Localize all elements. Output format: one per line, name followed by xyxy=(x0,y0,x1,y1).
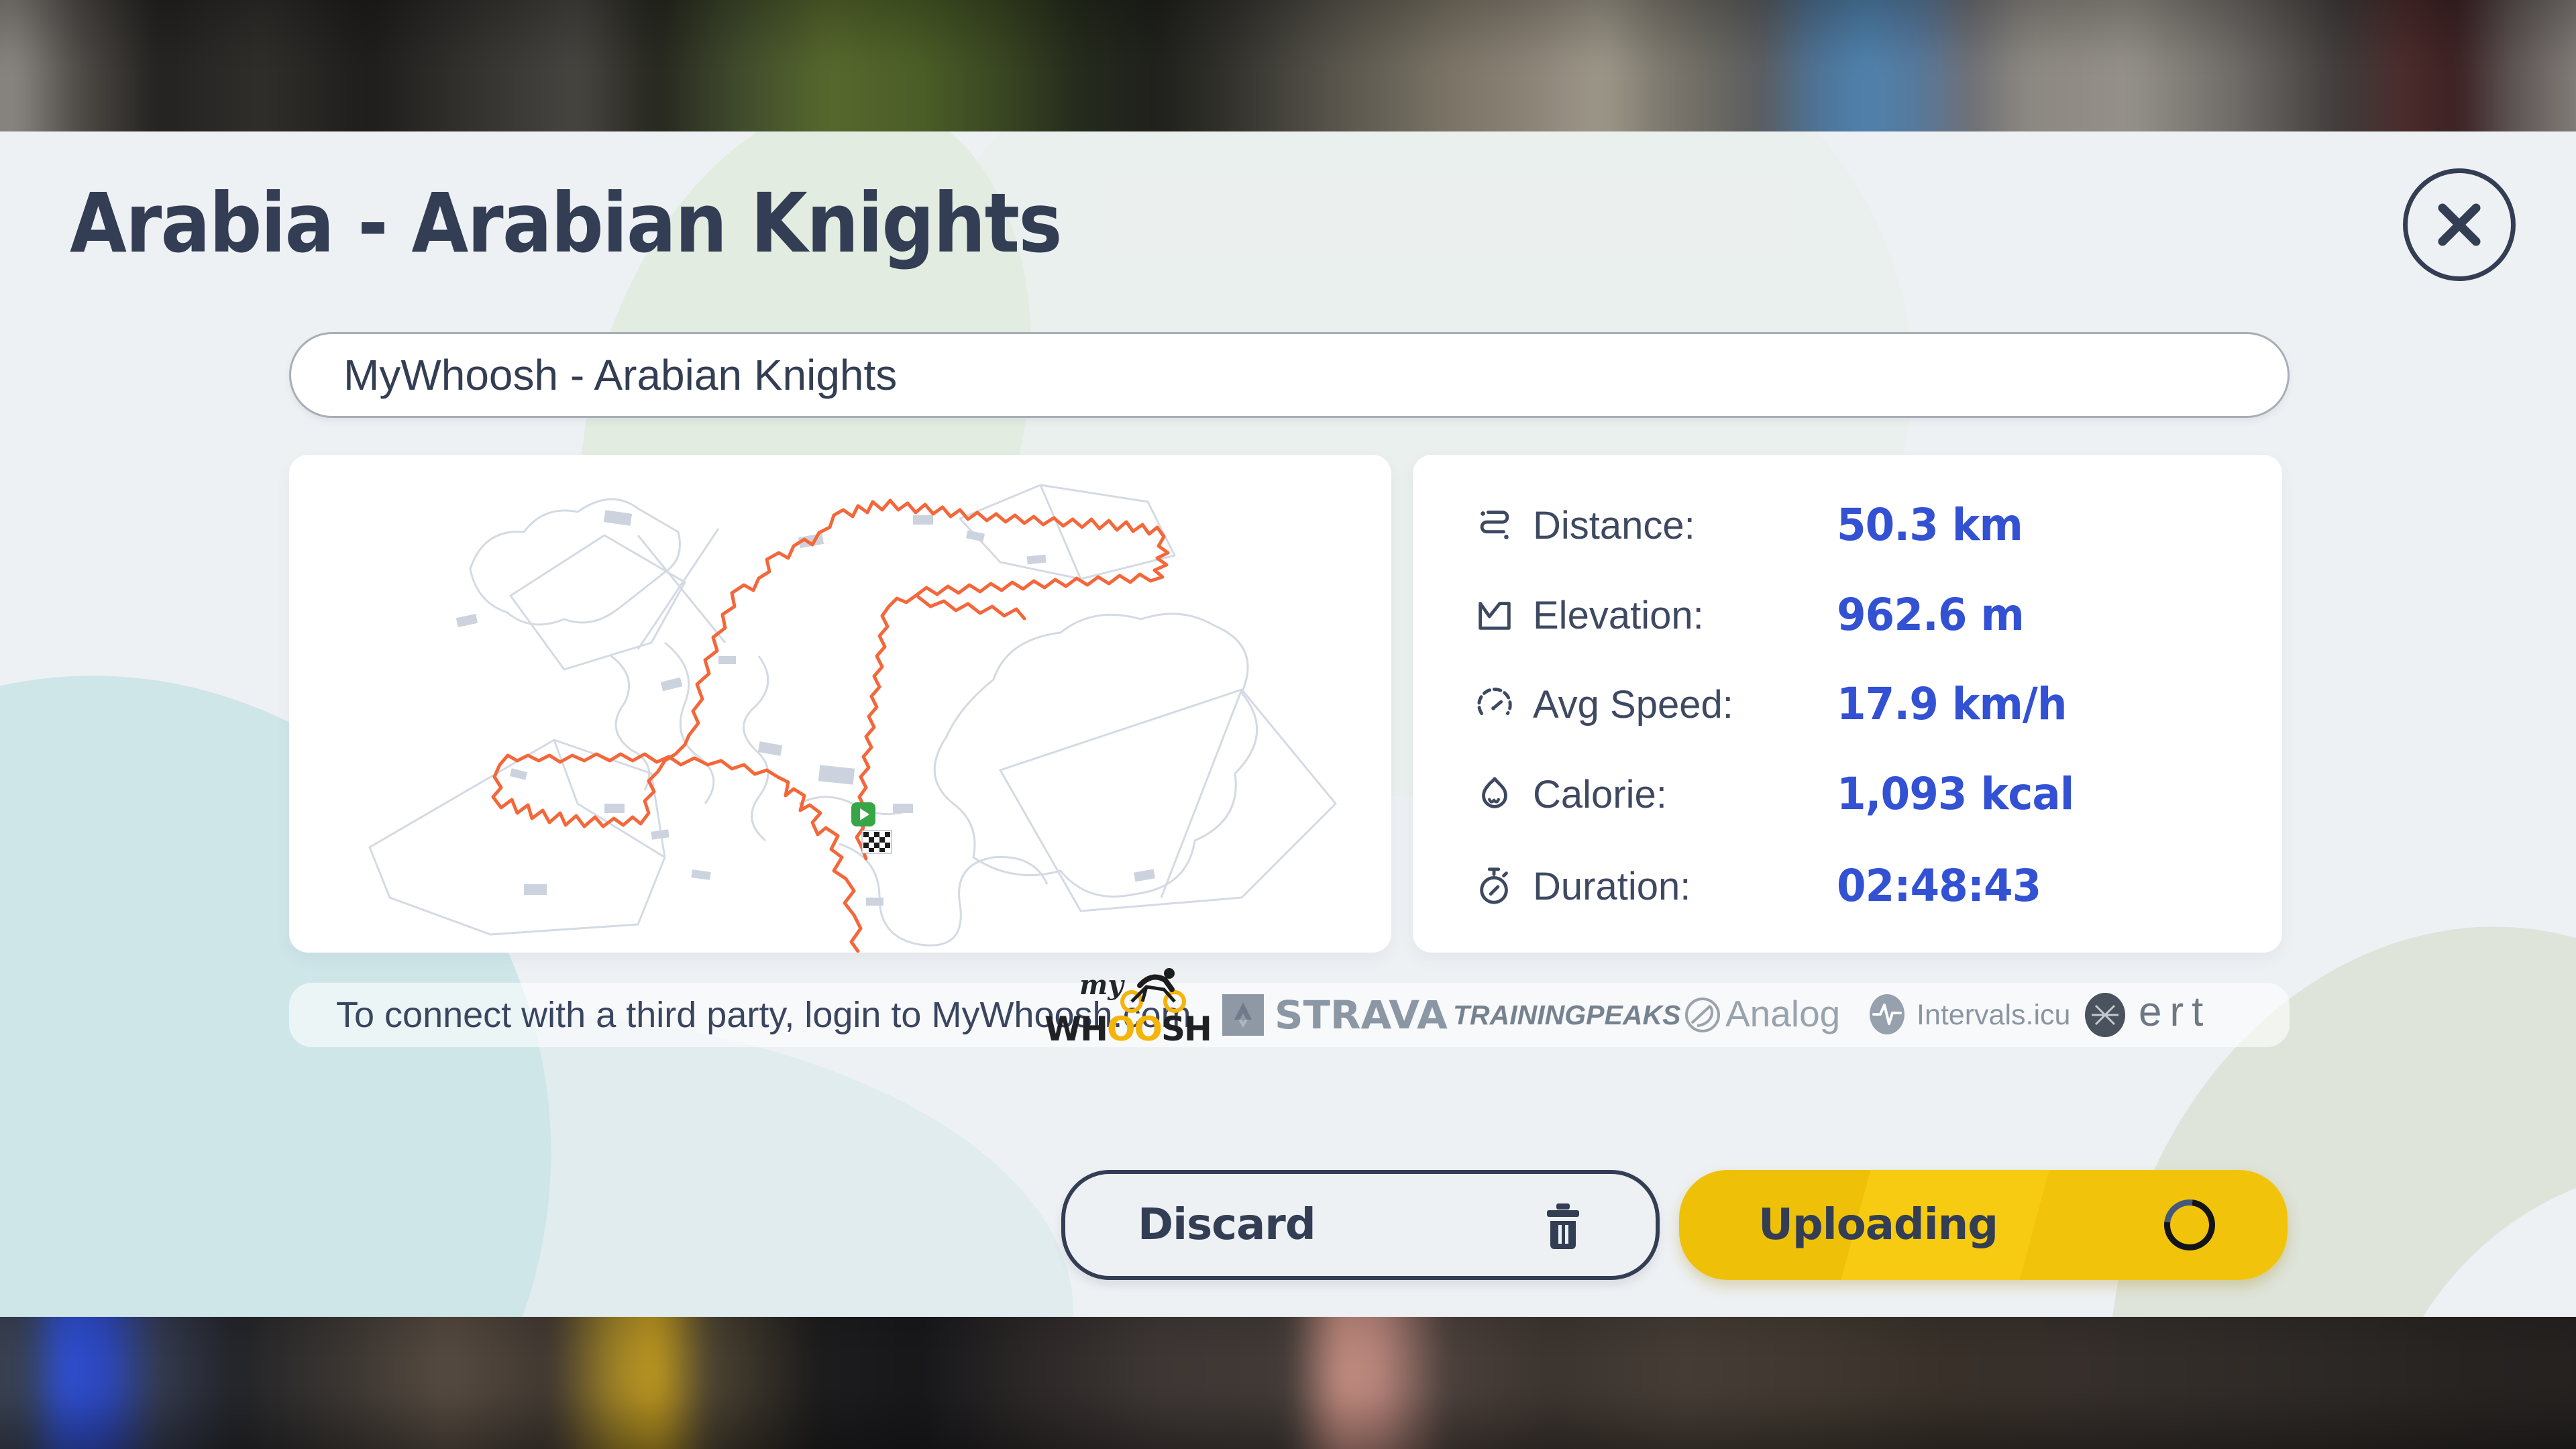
xert-logo: ert xyxy=(2082,983,2257,1047)
stat-row-distance: Distance: 50.3 km xyxy=(1413,499,2282,551)
strava-icon xyxy=(1222,994,1264,1039)
strava-logo: STRAVA xyxy=(1222,983,1448,1047)
close-icon xyxy=(2438,203,2481,246)
trainingpeaks-logo: TRAININGPEAKS xyxy=(1453,983,1680,1047)
map-buildings xyxy=(455,510,1155,906)
stat-value: 17.9 km/h xyxy=(1837,678,2067,730)
stat-row-avg-speed: Avg Speed: 17.9 km/h xyxy=(1413,678,2282,730)
stopwatch-icon xyxy=(1474,865,1515,907)
stats-card: Distance: 50.3 km Elevation: 962.6 m xyxy=(1413,455,2282,953)
intervals-icu-wordmark: Intervals.icu xyxy=(1917,999,2071,1031)
stat-value: 962.6 m xyxy=(1837,589,2025,641)
stat-label: Duration: xyxy=(1533,865,1691,908)
stat-row-calorie: Calorie: 1,093 kcal xyxy=(1413,768,2282,820)
analog-wordmark: Analog xyxy=(1725,993,1841,1034)
stat-row-elevation: Elevation: 962.6 m xyxy=(1413,589,2282,641)
analog-icon xyxy=(1684,996,1721,1037)
spinner-icon xyxy=(2153,1189,2226,1261)
stat-label: Calorie: xyxy=(1533,773,1667,816)
route-line xyxy=(491,498,1170,953)
intervals-icu-logo: Intervals.icu xyxy=(1867,983,2070,1047)
background-top-blur xyxy=(0,0,2576,131)
route-map xyxy=(368,484,1337,953)
mywhoosh-script: my xyxy=(1079,969,1124,1001)
uploading-button[interactable]: Uploading xyxy=(1679,1170,2288,1280)
trainingpeaks-wordmark: TRAININGPEAKS xyxy=(1453,1000,1681,1030)
page-title: Arabia - Arabian Knights xyxy=(70,176,1063,271)
discard-button[interactable]: Discard xyxy=(1061,1170,1660,1280)
intervals-icu-icon xyxy=(1867,993,1910,1039)
upload-activity-modal: Arabia - Arabian Knights xyxy=(0,131,2576,1317)
route-icon xyxy=(1474,504,1515,546)
xert-wordmark: ert xyxy=(2139,989,2212,1035)
stat-label: Avg Speed: xyxy=(1533,683,1733,727)
third-party-text: To connect with a third party, login to … xyxy=(336,995,1191,1035)
speedometer-icon xyxy=(1474,684,1515,725)
close-button[interactable] xyxy=(2403,168,2516,281)
cyclist-icon xyxy=(1099,967,1200,1017)
activity-name-input[interactable] xyxy=(289,332,2290,418)
analog-logo: Analog xyxy=(1684,983,1845,1047)
trash-icon xyxy=(1544,1203,1582,1263)
strava-wordmark: STRAVA xyxy=(1275,992,1448,1038)
third-party-bar: To connect with a third party, login to … xyxy=(289,968,2290,1049)
stat-value: 02:48:43 xyxy=(1837,860,2041,912)
finish-marker xyxy=(861,830,892,854)
uploading-label: Uploading xyxy=(1758,1200,1998,1250)
xert-icon xyxy=(2082,991,2131,1042)
stat-row-duration: Duration: 02:48:43 xyxy=(1413,860,2282,912)
mywhoosh-wordmark: WHOOSH xyxy=(1044,1010,1212,1049)
discard-label: Discard xyxy=(1138,1200,1316,1250)
elevation-icon xyxy=(1474,594,1515,636)
stat-value: 1,093 kcal xyxy=(1837,768,2074,820)
start-marker xyxy=(851,802,875,826)
stat-value: 50.3 km xyxy=(1837,499,2023,551)
mywhoosh-logo: my WHOOSH xyxy=(1024,968,1226,1058)
stat-label: Distance: xyxy=(1533,504,1695,547)
background-bottom-blur xyxy=(0,1317,2576,1449)
route-map-card xyxy=(289,455,1391,953)
flame-icon xyxy=(1474,773,1515,815)
stat-label: Elevation: xyxy=(1533,594,1704,637)
